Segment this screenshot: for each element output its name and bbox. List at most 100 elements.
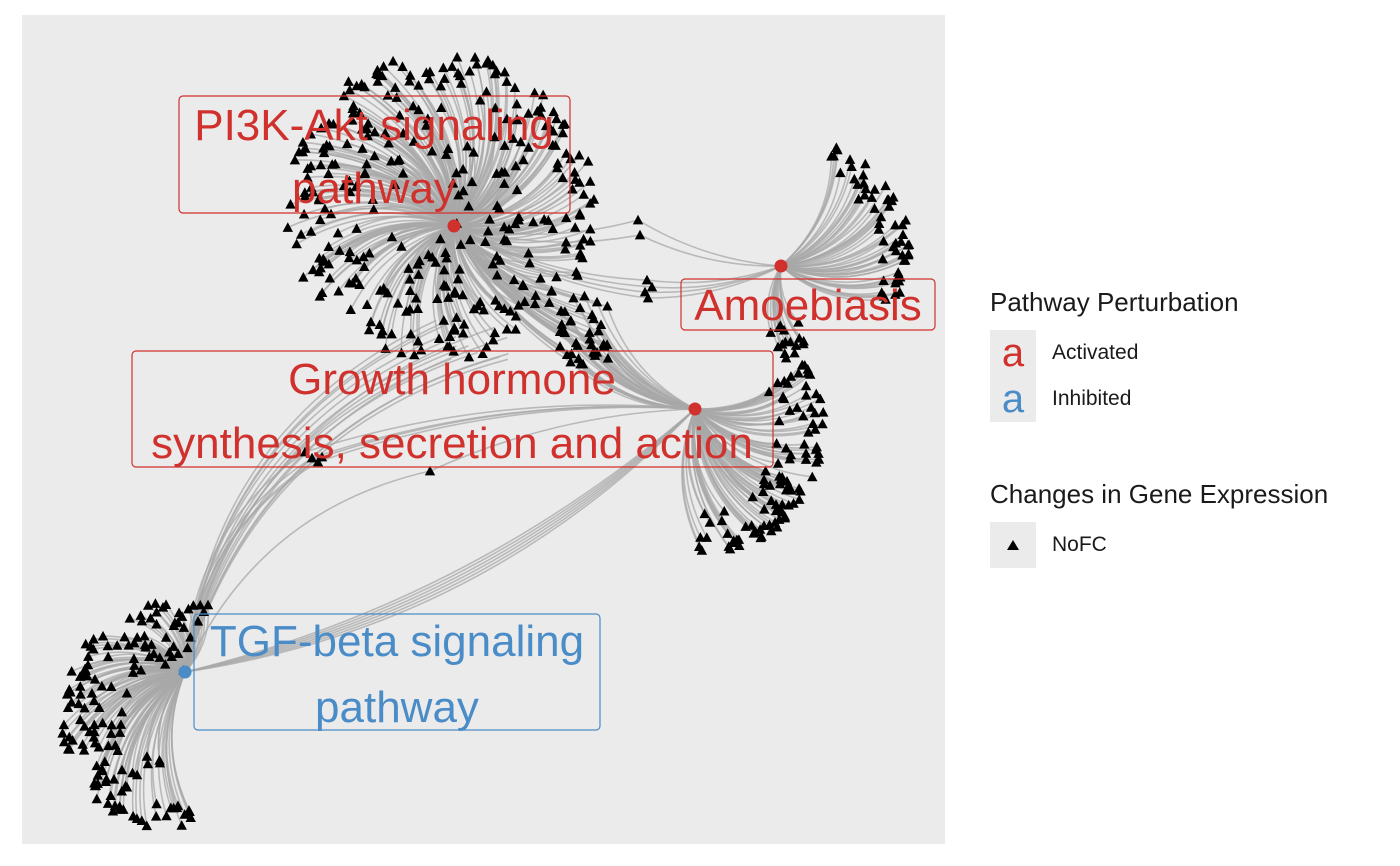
pi3k-gene — [357, 143, 368, 153]
tgf-beta-gene — [127, 667, 139, 677]
pi3k-gene — [535, 110, 547, 120]
pi3k-gene — [529, 87, 540, 98]
pi3k-gene — [324, 140, 335, 151]
pi3k-gene — [315, 262, 326, 273]
pi3k-gene — [444, 341, 455, 351]
growth-hormone-gene — [734, 540, 745, 551]
pi3k-gene — [390, 82, 401, 92]
pi3k-edge — [379, 225, 455, 291]
pathway-node-tgf[interactable] — [178, 665, 192, 679]
pi3k-gene — [413, 269, 424, 279]
tgf-link-gene — [306, 452, 318, 463]
growth-hormone-edge — [694, 408, 771, 487]
tgf-link-gene — [316, 451, 328, 462]
pi3k-gene — [433, 333, 445, 344]
tgf-beta-gene — [91, 760, 102, 771]
shared-gene — [584, 327, 595, 337]
pi3k-gene — [414, 255, 425, 266]
legend-glyph-activated: a — [1001, 331, 1025, 375]
pi3k-gene — [435, 80, 447, 91]
pi3k-gene — [328, 118, 339, 129]
pi3k-gene — [376, 328, 387, 339]
pi3k-gene — [300, 143, 311, 153]
pathway-label-tgf-beta[interactable]: TGF-beta signaling pathway — [193, 613, 601, 732]
pathway-node-gh[interactable] — [688, 402, 702, 416]
tgf-beta-gene — [136, 615, 148, 626]
growth-hormone-gene — [815, 393, 826, 404]
pi3k-gene — [458, 185, 469, 196]
pi3k-gene — [443, 292, 454, 302]
pi3k-gene — [481, 57, 492, 68]
growth-hormone-gene — [769, 517, 781, 527]
pi3k-gene — [391, 92, 402, 102]
growth-hormone-edge — [694, 408, 765, 527]
tgf-pi3k-edge — [184, 345, 457, 673]
pi3k-gene — [544, 297, 555, 307]
pi3k-edge — [453, 225, 496, 334]
pi3k-gene — [413, 104, 424, 115]
pathway-node-amoeb[interactable] — [774, 259, 788, 273]
pi3k-gene — [481, 341, 492, 352]
pi3k-gene — [446, 61, 458, 71]
growth-hormone-gene — [799, 439, 810, 449]
growth-hormone-gene — [774, 478, 786, 489]
pi3k-gene — [430, 257, 441, 267]
pi3k-gene — [511, 98, 523, 109]
tgf-beta-gene — [105, 728, 117, 738]
pi3k-gene — [373, 69, 384, 80]
tgf-beta-gene — [116, 706, 128, 717]
tgf-beta-gene — [150, 598, 161, 608]
amoebiasis-gene — [897, 219, 908, 230]
pathway-label-growth-hormone[interactable]: Growth hormone synthesis, secretion and … — [131, 350, 774, 468]
pi3k-gene — [499, 66, 510, 77]
amoebiasis-gene — [826, 151, 837, 161]
pathway-label-pi3k[interactable]: PI3K-Akt signaling pathway — [178, 95, 571, 214]
tgf-beta-gene — [79, 721, 90, 731]
growth-hormone-gene — [813, 454, 825, 464]
pi3k-edge — [349, 190, 455, 227]
pathway-node-pi3k[interactable] — [447, 219, 461, 233]
tgf-beta-gene — [57, 728, 68, 738]
pi3k-gene — [367, 194, 379, 204]
tgf-beta-gene — [79, 702, 90, 713]
pi3k-gene — [347, 103, 358, 114]
growth-hormone-gene — [807, 471, 818, 482]
pi3k-gene — [493, 300, 505, 311]
pi3k-gene — [474, 94, 486, 105]
amoebiasis-gene — [894, 287, 906, 297]
pi3k-gene — [487, 334, 499, 345]
tgf-beta-gene — [89, 674, 101, 684]
tgf-beta-gene — [131, 813, 143, 823]
pi3k-gene — [316, 287, 328, 297]
tgf-beta-gene — [169, 617, 181, 628]
pi3k-gene — [458, 319, 470, 329]
pi3k-gene — [585, 235, 596, 246]
pi3k-gene — [481, 86, 492, 96]
pi3k-gene — [383, 137, 394, 148]
tgf-gh-edge — [184, 408, 696, 673]
pi3k-gene — [569, 222, 581, 232]
shared-gene — [586, 339, 597, 350]
legend-title-expression: Changes in Gene Expression — [990, 479, 1329, 509]
pi3k-gene — [528, 216, 539, 227]
growth-hormone-gene — [810, 424, 821, 434]
tgf-beta-gene — [121, 687, 133, 698]
tgf-beta-gene — [168, 641, 179, 651]
growth-hormone-gene — [791, 402, 803, 412]
pi3k-gene — [410, 292, 422, 303]
tgf-beta-gene — [88, 695, 100, 706]
growth-hormone-gene — [798, 410, 809, 421]
growth-hormone-gene — [795, 485, 806, 496]
pi3k-gene — [397, 167, 409, 178]
pi3k-gene — [523, 108, 534, 118]
pi3k-amoebiasis-edge — [453, 225, 653, 288]
tgf-beta-gene — [66, 666, 77, 676]
pi3k-gene — [535, 102, 547, 112]
amoebiasis-gene — [772, 341, 784, 352]
tgf-beta-edge — [147, 604, 186, 673]
amoebiasis-gene — [883, 194, 894, 204]
pi3k-gene — [489, 327, 500, 338]
pi3k-gene — [374, 285, 386, 295]
pathway-label-amoebiasis[interactable]: Amoebiasis — [680, 278, 936, 331]
amoebiasis-gene — [846, 161, 857, 172]
